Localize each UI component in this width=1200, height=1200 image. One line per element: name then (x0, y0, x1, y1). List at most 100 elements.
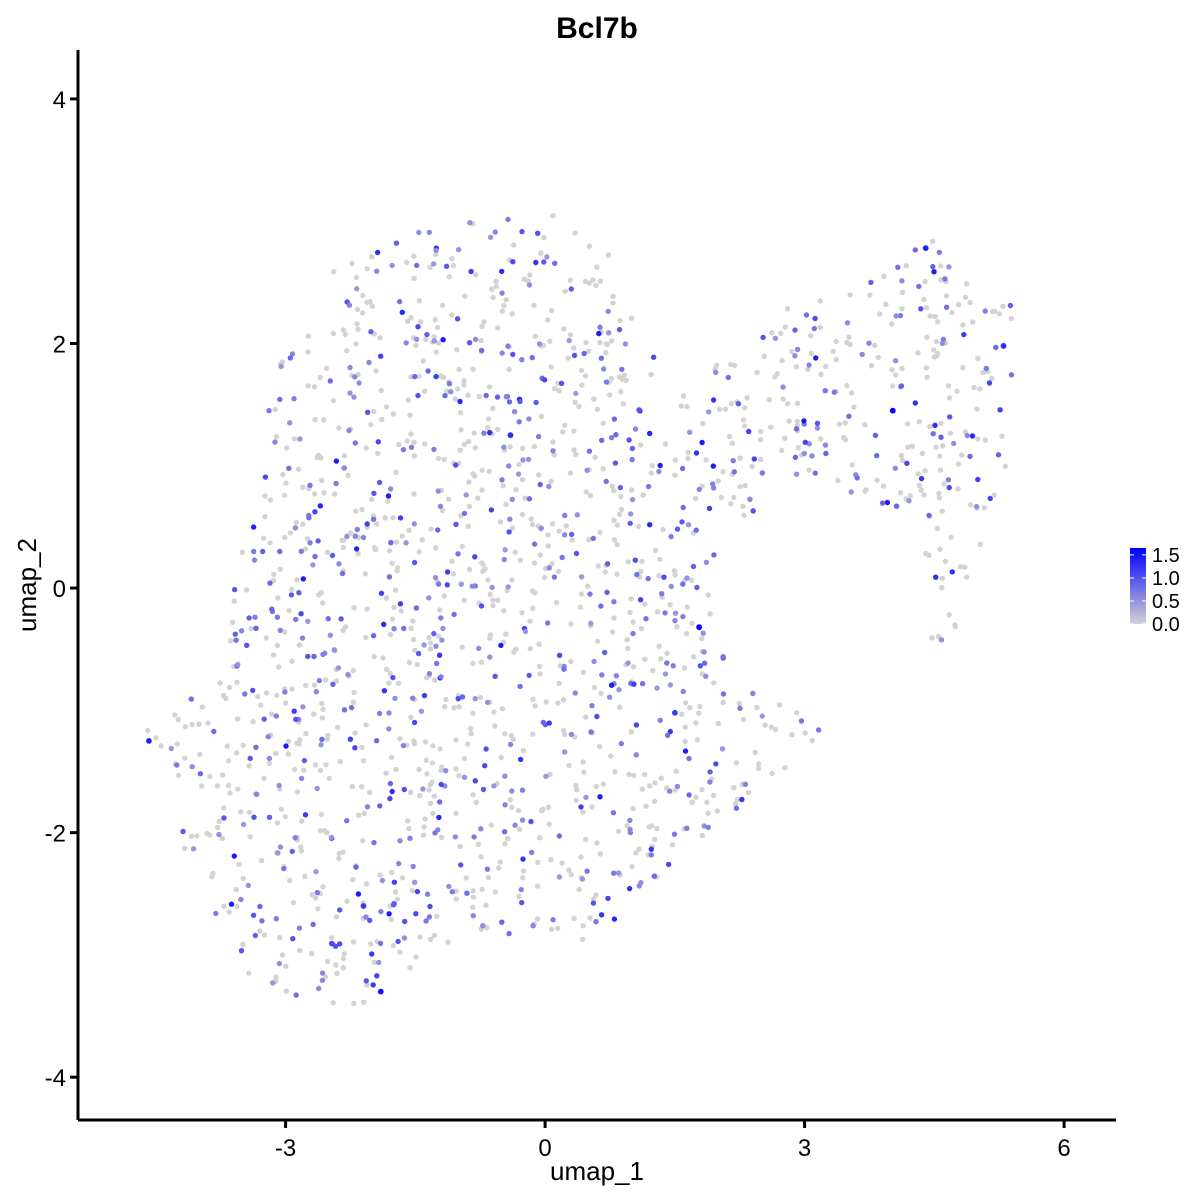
cell-point (848, 489, 854, 495)
cell-point (390, 515, 396, 521)
cell-point (907, 493, 913, 499)
cell-point (987, 495, 993, 502)
cell-point (955, 461, 962, 467)
cell-point (503, 394, 509, 400)
cell-point (931, 269, 937, 275)
cell-point (446, 381, 453, 387)
cell-point (669, 842, 676, 848)
cell-point (470, 710, 476, 717)
cell-point (432, 830, 438, 836)
cell-point (479, 323, 485, 330)
cell-point (686, 755, 692, 762)
cell-point (518, 886, 524, 893)
cell-point (501, 302, 507, 309)
cell-point (411, 439, 417, 445)
cell-point (419, 537, 425, 543)
cell-point (883, 301, 889, 307)
cell-point (182, 845, 188, 851)
cell-point (981, 504, 987, 511)
cell-point (327, 378, 333, 384)
cell-point (544, 254, 550, 260)
cell-point (933, 338, 939, 345)
cell-point (431, 446, 437, 453)
cell-point (772, 335, 779, 341)
cell-point (424, 331, 430, 338)
cell-point (465, 392, 471, 398)
cell-point (975, 476, 981, 483)
cell-point (730, 458, 736, 464)
cell-point (387, 632, 394, 638)
cell-point (450, 571, 457, 577)
cell-point (926, 512, 932, 519)
cell-point (742, 423, 748, 429)
cell-point (549, 521, 556, 527)
cell-point (868, 363, 875, 369)
cell-point (416, 549, 422, 555)
cell-point (509, 788, 515, 794)
cell-point (682, 748, 689, 754)
cell-point (336, 855, 342, 861)
cell-point (685, 449, 691, 455)
cell-point (866, 340, 872, 346)
cell-point (536, 663, 543, 670)
cell-point (509, 525, 516, 531)
cell-point (967, 453, 973, 460)
cell-point (247, 834, 253, 840)
cell-point (954, 388, 960, 394)
cell-point (269, 711, 275, 717)
cell-point (625, 660, 631, 666)
cell-point (593, 892, 599, 898)
cell-point (696, 710, 702, 716)
cell-point (427, 646, 434, 652)
cell-point (388, 540, 394, 546)
cell-point (667, 682, 674, 688)
cell-point (374, 521, 380, 527)
cell-point (556, 680, 562, 687)
cell-point (716, 406, 723, 412)
cell-point (501, 608, 507, 614)
cell-point (403, 340, 409, 346)
cell-point (552, 260, 558, 266)
cell-point (334, 724, 341, 731)
cell-point (431, 630, 437, 637)
cell-point (568, 621, 574, 627)
cell-point (586, 537, 592, 543)
cell-point (798, 718, 805, 724)
cell-point (205, 720, 211, 726)
cell-point (505, 343, 511, 349)
cell-point (387, 670, 393, 676)
cell-point (247, 755, 253, 762)
cell-point (371, 839, 377, 846)
cell-point (390, 942, 396, 949)
cell-point (545, 620, 551, 626)
cell-point (489, 584, 495, 591)
cell-point (336, 850, 342, 857)
cell-point (315, 906, 321, 912)
cell-point (534, 883, 541, 889)
cell-point (532, 590, 538, 596)
cell-point (366, 359, 372, 366)
cell-point (501, 444, 507, 450)
cell-point (359, 784, 365, 790)
cell-point (684, 604, 690, 610)
cell-point (664, 732, 671, 739)
cell-point (583, 489, 589, 495)
cell-point (573, 390, 579, 397)
cell-point (525, 456, 532, 463)
cell-point (809, 737, 815, 744)
cell-point (416, 766, 422, 773)
cell-point (458, 581, 464, 587)
cell-point (416, 793, 423, 799)
cell-point (453, 521, 459, 528)
cell-point (897, 490, 904, 496)
cell-point (467, 220, 473, 226)
cell-point (481, 319, 487, 325)
cell-point (435, 633, 442, 640)
cell-point (654, 685, 660, 691)
cell-point (703, 559, 710, 565)
cell-point (399, 533, 405, 539)
cell-point (360, 838, 366, 844)
cell-point (196, 721, 202, 727)
cell-point (368, 329, 374, 335)
cell-point (316, 592, 322, 598)
